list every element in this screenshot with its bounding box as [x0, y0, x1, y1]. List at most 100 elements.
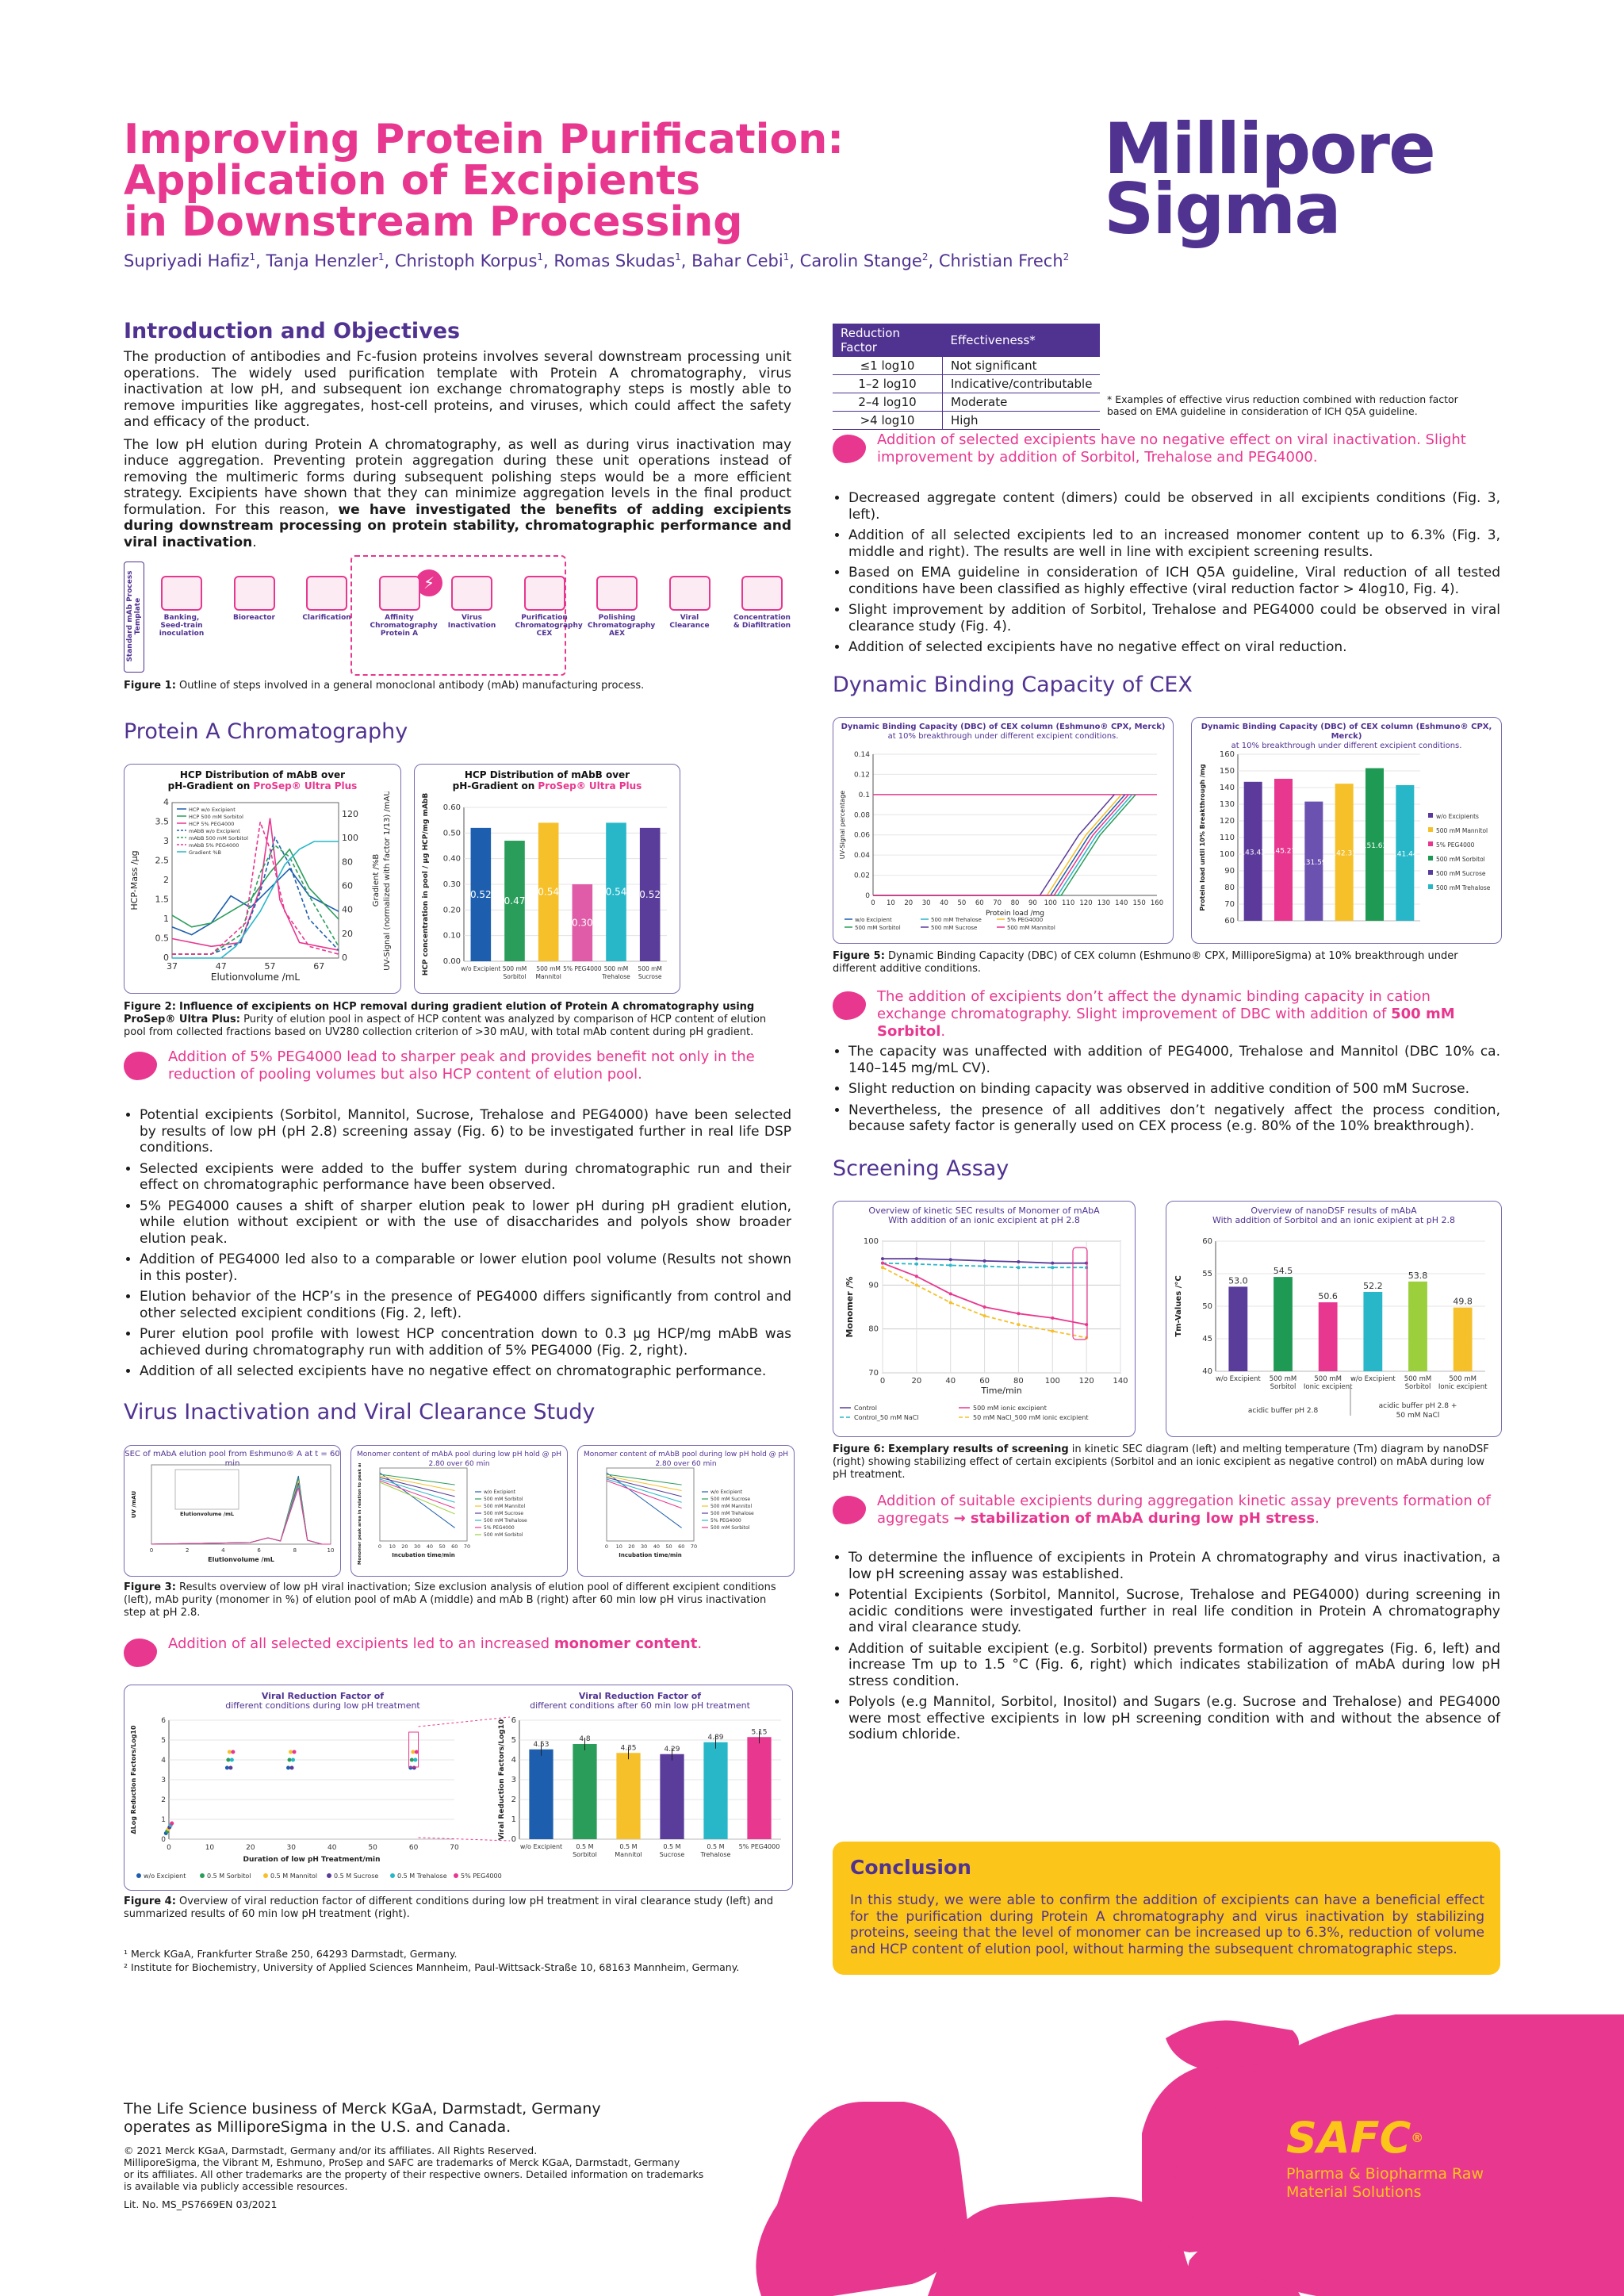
y-tick-label: 3.5	[155, 817, 170, 827]
fig5-right-box: Dynamic Binding Capacity (DBC) of CEX co…	[1191, 717, 1502, 944]
fig3-left-box: SEC of mAbA elution pool from Eshmuno® A…	[124, 1445, 341, 1577]
x-tick-label: 0	[880, 1377, 885, 1386]
fig4-left-title-1: Viral Reduction Factor of	[261, 1691, 385, 1701]
virus-highlight-text: Addition of all selected excipients led …	[168, 1635, 702, 1653]
author: Supriyadi Hafiz	[124, 251, 250, 270]
data-label: 0.54	[538, 887, 559, 898]
rf-table-header: Reduction Factor	[833, 324, 943, 357]
fig4-caption-text: Overview of viral reduction factor of di…	[124, 1895, 774, 1920]
data-label: 0.47	[504, 895, 526, 907]
fig2-right-title-2: pH-Gradient on	[452, 780, 538, 792]
x-tick-label: Sucrose	[638, 973, 662, 980]
fig1-highlight-box	[350, 555, 566, 676]
legend-label: 0.5 M Sorbitol	[207, 1872, 251, 1880]
monomer-line	[606, 1472, 682, 1528]
viral-bullet: Addition of all selected excipients led …	[848, 527, 1500, 560]
highlight-box	[408, 1731, 419, 1768]
data-label: 141.44	[1392, 850, 1418, 858]
legend-label: 5% PEG4000	[1436, 841, 1475, 849]
y2-tick-label: 0	[342, 953, 347, 963]
x-tick-label: Trehalose	[601, 973, 630, 980]
y-tick-label: 3	[511, 1776, 516, 1784]
intro-p2-end: .	[252, 534, 257, 550]
connector-line	[418, 1837, 511, 1842]
bar	[1408, 1281, 1427, 1371]
fig5-caption-text: Dynamic Binding Capacity (DBC) of CEX co…	[833, 950, 1458, 975]
x-tick-label: 0.5 M	[619, 1843, 637, 1850]
table-cell: ≤1 log10	[833, 357, 943, 375]
legal-line-1: © 2021 Merck KGaA, Darmstadt, Germany an…	[124, 2145, 538, 2156]
y-tick-label: 5	[511, 1736, 516, 1745]
intro-p2-text: The low pH elution during Protein A chro…	[124, 436, 791, 518]
x-tick-label: 90	[1028, 899, 1037, 907]
x-tick-label: 4	[221, 1547, 225, 1554]
author: Carolin Stange	[799, 251, 922, 270]
x-tick-label: Trehalose	[700, 1851, 731, 1858]
y-tick-label: 80	[1224, 884, 1235, 892]
x-tick-label: 0.5 M	[576, 1843, 593, 1850]
viral-bullet: Addition of selected excipients have no …	[848, 639, 1500, 656]
y-axis-label: Viral Reduction Factors/Log10	[498, 1719, 506, 1840]
data-point	[948, 1301, 952, 1305]
y-tick-label: 70	[1224, 900, 1235, 909]
data-point	[982, 1259, 986, 1263]
x-tick-label: 0.5 M	[707, 1843, 724, 1850]
author: Christoph Korpus	[394, 251, 538, 270]
legend-label: 500 mM Sorbitol	[710, 1525, 750, 1531]
logo-text-2: Sigma	[1104, 168, 1342, 250]
data-point	[289, 1750, 293, 1754]
y2-tick-label: 40	[342, 905, 353, 915]
connector-line	[418, 1716, 511, 1727]
bar	[1318, 1302, 1338, 1371]
legend-label: 500 mM Sucrose	[1436, 870, 1486, 877]
y-tick-label: 3	[163, 836, 169, 846]
data-point	[1017, 1266, 1021, 1270]
table-cell: Moderate	[942, 393, 1101, 412]
legend-swatch	[1428, 841, 1433, 846]
fig6-caption-label: Figure 6:	[833, 1443, 885, 1455]
table-cell: 1–2 log10	[833, 374, 943, 393]
rf-table: Reduction Factor Effectiveness* ≤1 log10 No…	[833, 324, 1101, 430]
legend-swatch	[1428, 870, 1433, 875]
bar	[1274, 778, 1293, 921]
monomer-line	[379, 1475, 455, 1492]
dbc-bullet: The capacity was unaffected with additio…	[848, 1044, 1500, 1076]
y-tick-label: 0.02	[854, 872, 870, 880]
rf-table-header: Effectiveness*	[942, 324, 1101, 357]
dbc-bullet: Nevertheless, the presence of all additi…	[848, 1102, 1500, 1135]
y2-tick-label: 80	[342, 857, 353, 867]
x-tick-label: 70	[464, 1543, 470, 1550]
y-tick-label: 40	[1202, 1367, 1212, 1376]
data-label: 53.8	[1408, 1271, 1428, 1281]
fig4-right-title: Viral Reduction Factor of different condi…	[497, 1692, 783, 1711]
table-cell: Indicative/contributable	[942, 374, 1101, 393]
x-tick-label: 10	[205, 1844, 215, 1852]
screening-bullet: To determine the influence of excipients…	[848, 1550, 1500, 1582]
author-affiliation: 1	[675, 251, 681, 263]
fig5-right-title-2: at 10% breakthrough under different exci…	[1231, 742, 1462, 750]
legend-label: 0.5 M Trehalose	[397, 1872, 447, 1880]
intro-p1: The production of antibodies and Fc-fusi…	[124, 349, 791, 430]
data-point	[1017, 1323, 1021, 1327]
x-tick-label: 30	[287, 1844, 297, 1852]
y-tick-label: 100	[864, 1237, 879, 1246]
legend-label: w/o Excipient	[855, 917, 892, 923]
data-point	[411, 1750, 416, 1754]
legend-label: 500 mM Mannitol	[484, 1504, 525, 1509]
viral-bullets: Decreased aggregate content (dimers) cou…	[833, 490, 1500, 661]
x-tick-label: 50	[665, 1543, 672, 1550]
data-point	[286, 1765, 291, 1770]
safc-sub-1: Pharma & Biopharma Raw	[1286, 2165, 1484, 2183]
protein-a-bullet: Potential excipients (Sorbitol, Mannitol…	[140, 1107, 791, 1156]
y-tick-label: 2	[163, 875, 169, 885]
x-tick-label: 500 mM	[536, 965, 560, 972]
data-point	[414, 1750, 419, 1754]
screening-bullet: Potential Excipients (Sorbitol, Mannitol…	[848, 1587, 1500, 1636]
conclusion-box: Conclusion In this study, we were able t…	[833, 1842, 1500, 1975]
hcp-curve	[171, 868, 339, 936]
safc-logo: SAFC® Pharma & Biopharma Raw Material So…	[1286, 2116, 1484, 2202]
figure-4-caption: Figure 4: Overview of viral reduction fa…	[124, 1895, 791, 1921]
x-tick-label: 20	[401, 1543, 408, 1550]
rf-note: * Examples of effective virus reduction …	[1107, 393, 1458, 417]
y-tick-label: 0.20	[443, 906, 461, 914]
